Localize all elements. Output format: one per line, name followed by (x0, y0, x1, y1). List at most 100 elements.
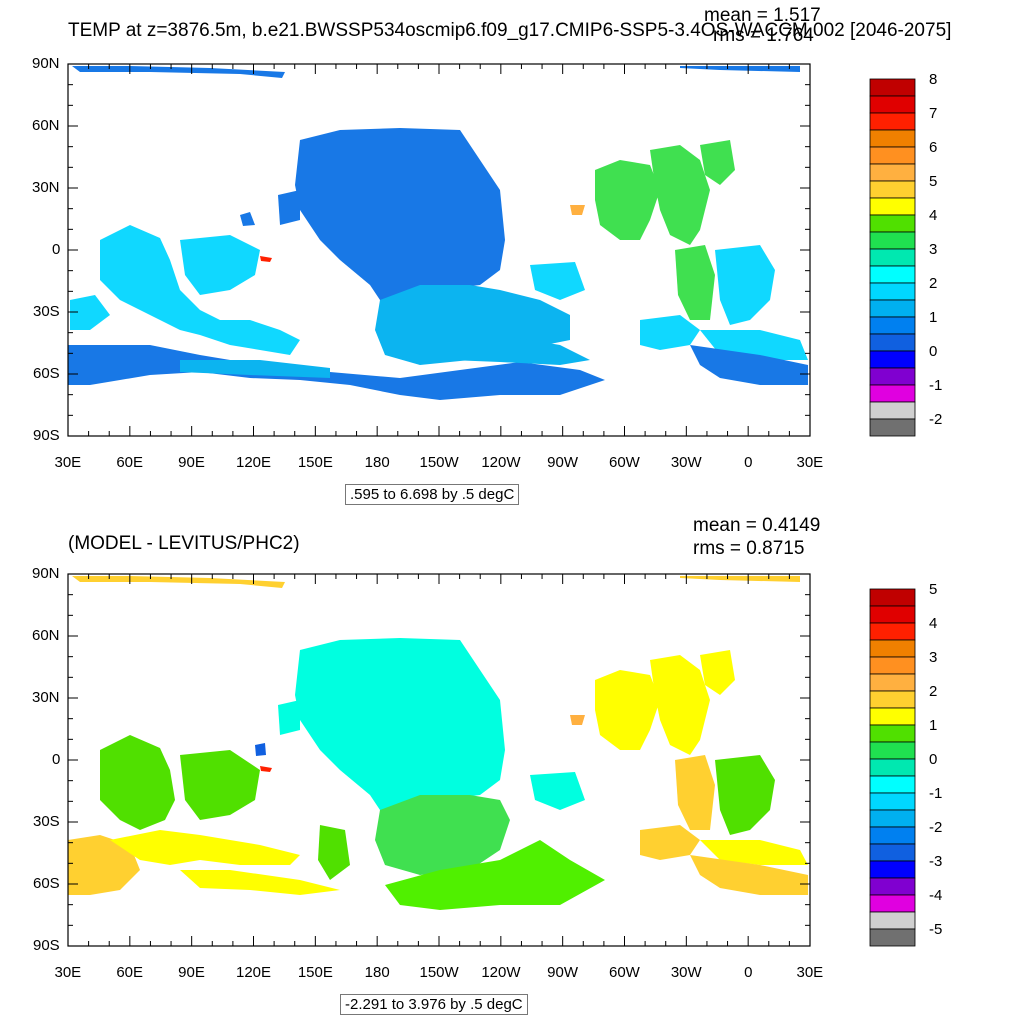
field-region (260, 766, 272, 772)
colorbar-swatch (869, 877, 916, 896)
colorbar-label: -1 (929, 377, 943, 394)
field-region (72, 576, 285, 588)
colorbar-label: -3 (929, 853, 943, 870)
lat-tick-label: 0 (52, 241, 61, 258)
field-region (680, 576, 800, 582)
field-region (595, 670, 660, 750)
colorbar-swatch (869, 163, 916, 182)
field-region (650, 655, 710, 755)
lat-tick-label: 30S (33, 813, 60, 830)
field-region (375, 795, 510, 875)
colorbar-swatch (869, 197, 916, 216)
lat-tick-label: 30N (32, 179, 60, 196)
panel2-title: (MODEL - LEVITUS/PHC2) (68, 533, 300, 554)
colorbar-swatch (869, 690, 916, 709)
colorbar-swatch (869, 384, 916, 403)
colorbar-swatch (869, 588, 916, 607)
colorbar-swatch (869, 78, 916, 97)
field-region (180, 235, 260, 295)
lon-tick-label: 150W (419, 454, 459, 471)
field-region (570, 205, 585, 215)
lat-tick-label: 90S (33, 427, 60, 444)
panel1-range-label: .595 to 6.698 by .5 degC (345, 484, 520, 505)
lat-tick-label: 60S (33, 875, 60, 892)
field-region (278, 190, 300, 225)
colorbar-swatch (869, 894, 916, 913)
field-region (110, 830, 300, 865)
lon-tick-label: 60W (609, 454, 640, 471)
field-region (70, 295, 110, 330)
panel1-mean: mean = 1.517 (704, 5, 821, 26)
field-region (295, 638, 505, 815)
colorbar-swatch (869, 605, 916, 624)
lon-tick-label: 150E (297, 454, 333, 471)
colorbar-swatch (869, 180, 916, 199)
lon-tick-label: 180 (364, 964, 390, 981)
lon-tick-label: 30W (670, 964, 702, 981)
panel2-range-label: -2.291 to 3.976 by .5 degC (340, 994, 528, 1015)
field-region (180, 360, 330, 378)
colorbar-swatch (869, 792, 916, 811)
lon-tick-label: 90E (178, 454, 205, 471)
field-region (72, 66, 285, 78)
lat-tick-label: 30N (32, 689, 60, 706)
colorbar-swatch (869, 282, 916, 301)
field-region (640, 315, 700, 350)
colorbar-swatch (869, 911, 916, 930)
field-region (240, 212, 255, 226)
colorbar-swatch (869, 333, 916, 352)
field-region (715, 755, 775, 835)
colorbar-swatch (869, 401, 916, 420)
colorbar-label: 0 (929, 751, 938, 768)
colorbar-label: 3 (929, 649, 938, 666)
colorbar-swatch (869, 826, 916, 845)
field-region (530, 262, 585, 300)
colorbar-swatch (869, 231, 916, 250)
panel1-title: TEMP at z=3876.5m, b.e21.BWSSP534oscmip6… (68, 20, 952, 41)
lat-tick-label: 30S (33, 303, 60, 320)
colorbar-swatch (869, 639, 916, 658)
colorbar-swatch (869, 248, 916, 267)
field-region (255, 743, 266, 756)
lon-tick-label: 90W (547, 964, 578, 981)
colorbar-label: 3 (929, 241, 938, 258)
field-region (680, 66, 800, 72)
field-region (640, 825, 700, 860)
field-region (675, 245, 715, 320)
colorbar-swatch (869, 724, 916, 743)
field-region (318, 825, 350, 880)
colorbar-swatch (869, 741, 916, 760)
colorbar-swatch (869, 299, 916, 318)
field-region (440, 335, 590, 365)
panel2-rms: rms = 0.8715 (693, 538, 805, 559)
colorbar-swatch (869, 418, 916, 437)
lon-tick-label: 150E (297, 964, 333, 981)
field-region (675, 755, 715, 830)
colorbar-swatch (869, 367, 916, 386)
lon-tick-label: 60E (116, 964, 144, 981)
colorbar-swatch (869, 843, 916, 862)
colorbar-swatch (869, 860, 916, 879)
colorbar-swatch (869, 622, 916, 641)
lon-tick-label: 0 (744, 964, 753, 981)
field-region (68, 835, 140, 895)
field-region (715, 245, 775, 325)
panel2-colorbar (869, 588, 916, 947)
colorbar-label: 1 (929, 717, 938, 734)
field-region (700, 840, 808, 865)
lat-tick-label: 60N (32, 627, 60, 644)
colorbar-swatch (869, 758, 916, 777)
lon-tick-label: 180 (364, 454, 390, 471)
colorbar-swatch (869, 928, 916, 947)
field-region (690, 855, 808, 895)
field-region (570, 715, 585, 725)
lon-tick-label: 0 (744, 454, 753, 471)
field-region (595, 160, 660, 240)
lon-tick-label: 30E (796, 454, 824, 471)
lon-tick-label: 150W (419, 964, 459, 981)
field-region (180, 870, 340, 895)
field-region (100, 225, 300, 355)
colorbar-label: 5 (929, 581, 938, 598)
colorbar-label: -4 (929, 887, 943, 904)
